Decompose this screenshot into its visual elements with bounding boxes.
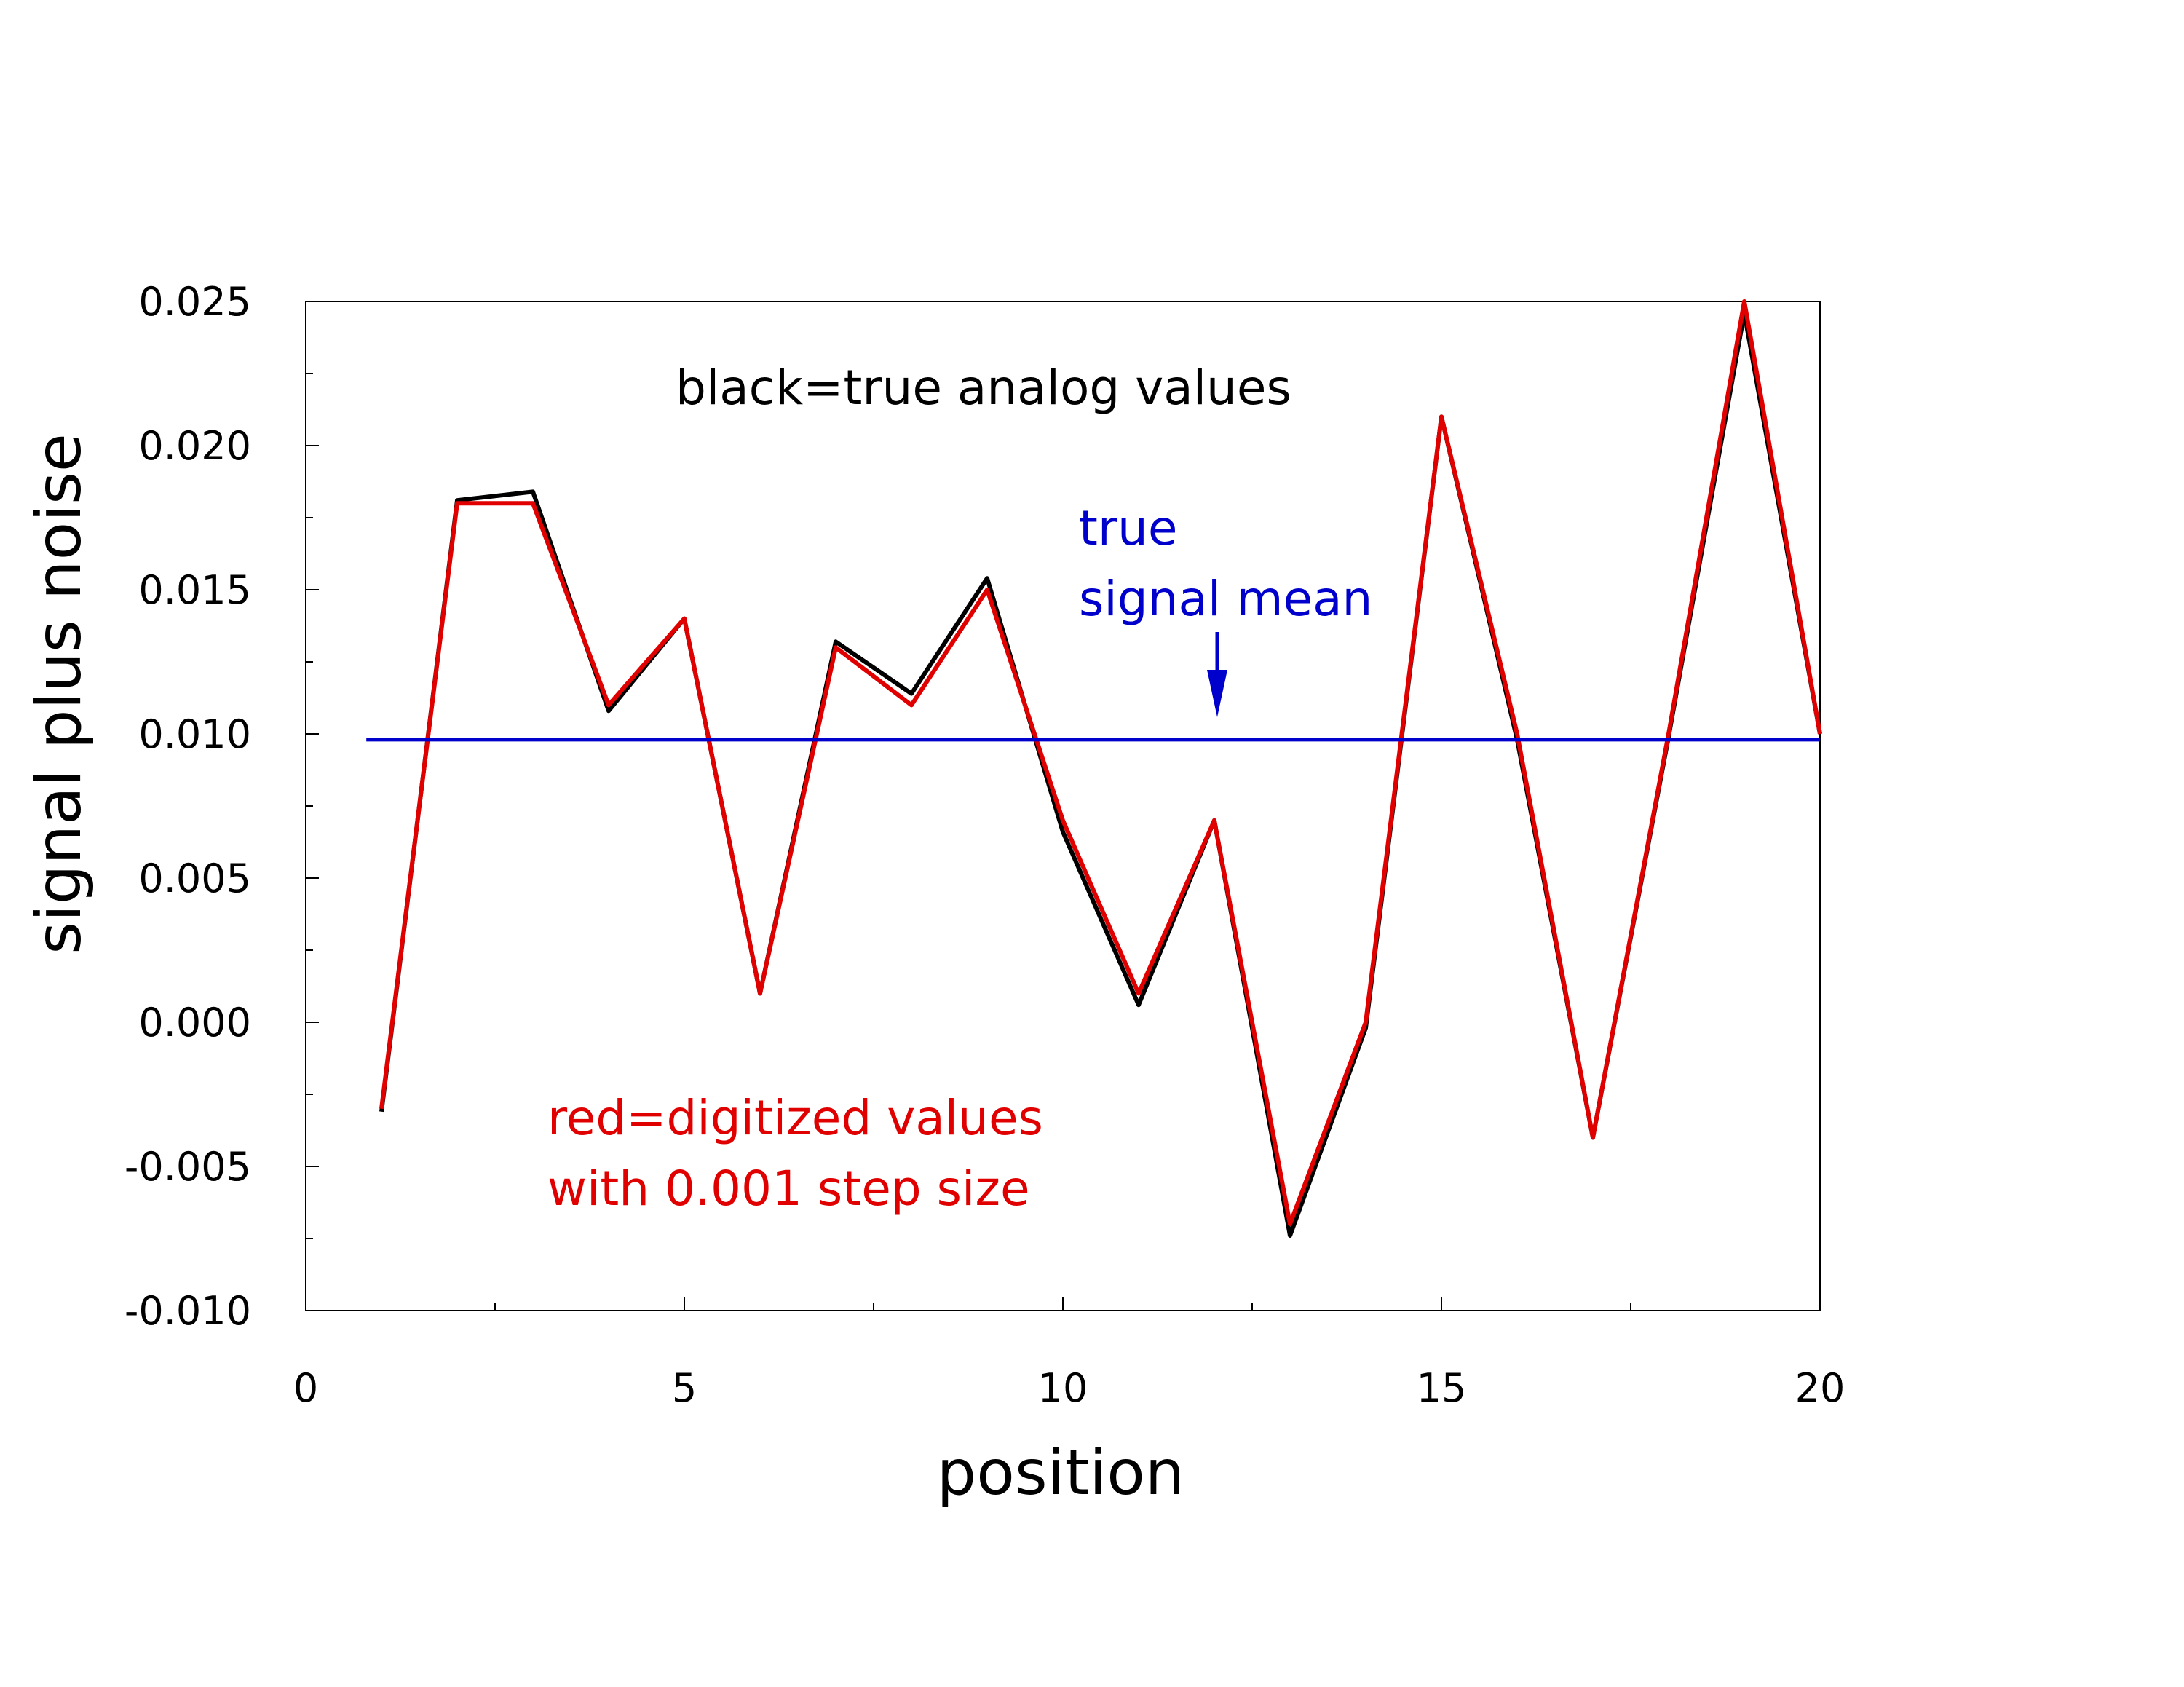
x-tick-label: 20 <box>1795 1365 1845 1411</box>
y-tick-label: 0.015 <box>138 567 251 613</box>
y-tick-label: 0.005 <box>138 856 251 901</box>
red-series-annotation-line2: with 0.001 step size <box>547 1161 1030 1217</box>
x-tick-label: 15 <box>1417 1365 1467 1411</box>
blue-series-annotation-line1: true <box>1079 500 1177 556</box>
y-tick-label: 0.020 <box>138 423 251 469</box>
x-axis-ticks: 0 5 10 15 20 <box>293 1297 1845 1411</box>
x-tick-label: 5 <box>672 1365 697 1411</box>
series-layer <box>366 299 1822 1238</box>
mean-pointer-arrow-icon <box>1207 632 1227 717</box>
x-tick-label: 10 <box>1038 1365 1088 1411</box>
black-series-annotation: black=true analog values <box>676 360 1291 416</box>
digitized-series-line <box>379 299 1822 1227</box>
plot-frame <box>305 301 1821 1311</box>
x-axis-title: position <box>937 1437 1185 1509</box>
y-tick-label: -0.010 <box>124 1288 251 1334</box>
y-tick-label: -0.005 <box>124 1144 251 1190</box>
blue-series-annotation-line2: signal mean <box>1079 571 1372 627</box>
y-axis-title: signal plus noise <box>23 433 95 955</box>
y-tick-label: 0.010 <box>138 711 251 757</box>
x-tick-label: 0 <box>293 1365 318 1411</box>
y-tick-label: 0.000 <box>138 1000 251 1046</box>
y-tick-label: 0.025 <box>138 279 251 325</box>
red-series-annotation-line1: red=digitized values <box>547 1090 1043 1146</box>
y-axis-ticks: 0.025 0.020 0.015 0.010 0.005 0.000 -0.005 -0.0… <box>124 279 319 1334</box>
